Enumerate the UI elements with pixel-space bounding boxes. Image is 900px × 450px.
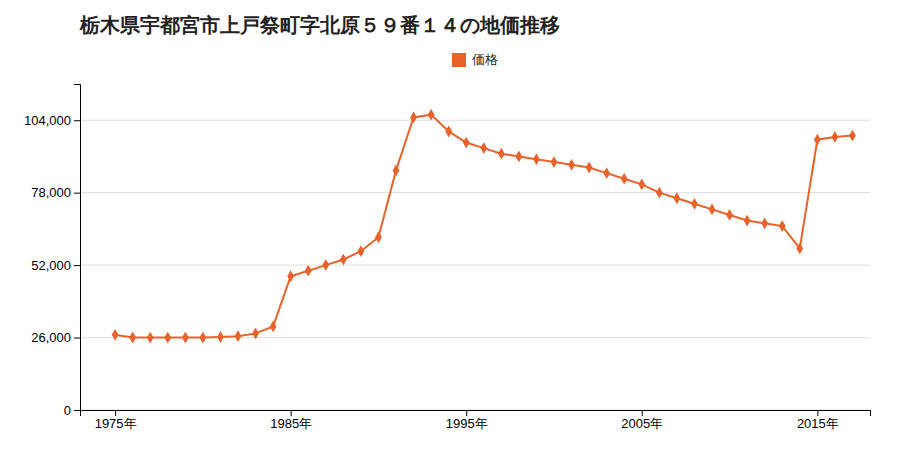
point (656, 187, 663, 199)
point (147, 332, 154, 344)
point (831, 131, 838, 143)
point (357, 245, 364, 257)
point (217, 331, 224, 343)
point (586, 162, 593, 174)
line (115, 115, 852, 338)
y-tick: 0 (64, 403, 80, 418)
point (463, 137, 470, 149)
x-tick-mark (817, 410, 818, 416)
y-tick: 78,000 (31, 185, 80, 200)
point (340, 254, 347, 266)
point (638, 178, 645, 190)
point (515, 151, 522, 163)
x-tick-label: 2005年 (621, 416, 663, 431)
x-tick: 2005年 (621, 410, 663, 431)
point (709, 203, 716, 215)
point (252, 327, 259, 339)
legend-item: 価格 (452, 52, 498, 67)
x-tick-label: 1975年 (95, 416, 137, 431)
point (322, 259, 329, 271)
point (235, 330, 242, 342)
y-tick-label: 52,000 (31, 258, 71, 273)
y-tick-mark (74, 338, 80, 339)
point (287, 270, 294, 282)
point (129, 332, 136, 344)
point (673, 192, 680, 204)
x-tick: 1975年 (95, 410, 137, 431)
legend: 価格 (452, 52, 498, 67)
x-tick-mark (291, 410, 292, 416)
point (182, 332, 189, 344)
point (726, 209, 733, 221)
x-tick: 1995年 (446, 410, 488, 431)
point (445, 125, 452, 137)
marks (112, 109, 856, 344)
point (779, 220, 786, 232)
point (744, 215, 751, 227)
y-tick: 52,000 (31, 258, 80, 273)
y-tick: 26,000 (31, 330, 80, 345)
chart: 1975年 1985年 1995年 2005年 2015年 0 26,000 52,000 78… (0, 0, 900, 450)
title: 栃木県宇都宮市上戸祭町字北原５９番１４の地価推移 (79, 13, 560, 37)
point (761, 217, 768, 229)
legend-swatch (452, 53, 466, 67)
point (375, 231, 382, 243)
point (428, 109, 435, 121)
x-tick-label: 1995年 (446, 416, 488, 431)
x-tick-mark (115, 410, 116, 416)
point (164, 332, 171, 344)
point (199, 332, 206, 344)
point (603, 167, 610, 179)
grid (80, 120, 870, 410)
point (270, 321, 277, 333)
y-tick-label: 26,000 (31, 330, 71, 345)
x-tick: 1985年 (270, 410, 312, 431)
y-tick-label: 104,000 (24, 113, 71, 128)
y-tick-mark (74, 265, 80, 266)
y-tick-label: 78,000 (31, 185, 71, 200)
grid-line (80, 120, 870, 121)
x-axis-line (81, 411, 871, 417)
point (691, 198, 698, 210)
y-tick: 104,000 (24, 113, 80, 128)
point (410, 112, 417, 124)
x-tick-mark (642, 410, 643, 416)
y-tick-label: 0 (64, 403, 71, 418)
y-tick-mark (74, 120, 80, 121)
point (849, 130, 856, 142)
plot: 1975年 1985年 1995年 2005年 2015年 0 26,000 52,000 78… (24, 85, 871, 432)
point (498, 148, 505, 160)
y-tick-mark (74, 410, 80, 411)
point (533, 153, 540, 165)
point (112, 329, 119, 341)
point (480, 142, 487, 154)
grid-line (80, 265, 870, 266)
point (551, 156, 558, 168)
point (568, 159, 575, 171)
y-tick-mark (74, 193, 80, 194)
point (393, 164, 400, 176)
x-axis: 1975年 1985年 1995年 2005年 2015年 (81, 410, 871, 431)
legend-label: 価格 (472, 52, 498, 67)
x-tick-label: 1985年 (270, 416, 312, 431)
point (796, 243, 803, 255)
point (621, 173, 628, 185)
grid-line (80, 192, 870, 193)
point (305, 265, 312, 277)
x-tick-label: 2015年 (797, 416, 839, 431)
y-axis-line (74, 85, 81, 411)
x-tick-mark (466, 410, 467, 416)
x-tick: 2015年 (797, 410, 839, 431)
y-axis: 0 26,000 52,000 78,000 104,000 (24, 85, 81, 418)
point (814, 134, 821, 146)
